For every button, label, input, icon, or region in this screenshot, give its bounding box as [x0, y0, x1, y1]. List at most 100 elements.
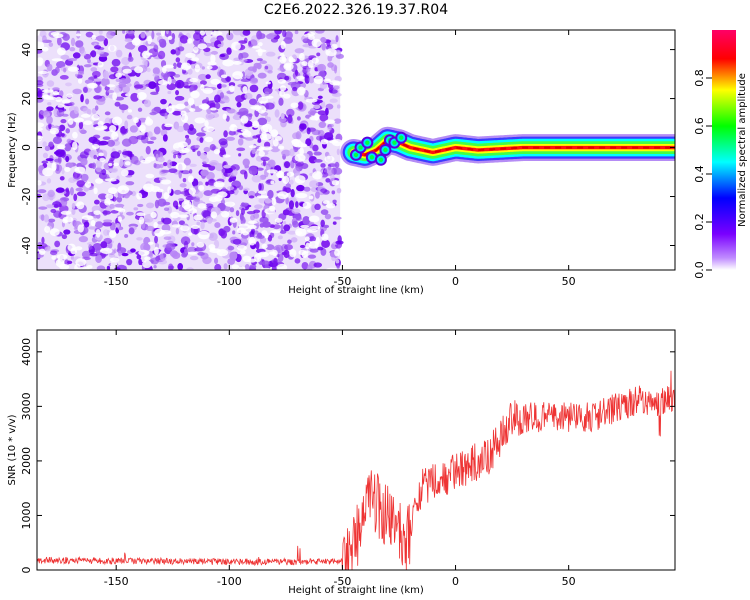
noise-blob — [100, 241, 108, 249]
noise-gap — [97, 120, 104, 127]
noise-blob — [255, 241, 260, 250]
noise-gap — [280, 85, 287, 92]
noise-blob — [206, 217, 213, 224]
noise-gap — [91, 114, 100, 121]
noise-blob — [71, 208, 76, 215]
noise-gap — [138, 249, 150, 256]
noise-gap — [37, 180, 42, 186]
noise-gap — [210, 78, 221, 85]
noise-gap — [203, 126, 215, 132]
noise-blob — [106, 30, 115, 39]
noise-gap — [208, 196, 219, 203]
noise-gap — [303, 33, 314, 37]
noise-blob — [90, 50, 97, 58]
noise-blob — [267, 159, 276, 168]
noise-gap — [274, 135, 283, 141]
signal-blob — [369, 155, 375, 160]
noise-blob — [282, 30, 287, 38]
noise-blob — [336, 104, 341, 109]
noise-blob — [44, 246, 51, 252]
noise-blob — [303, 186, 311, 192]
noise-gap — [117, 216, 122, 222]
noise-blob — [234, 110, 238, 118]
noise-gap — [37, 122, 45, 128]
noise-blob — [195, 191, 204, 199]
noise-blob — [240, 207, 246, 216]
noise-blob — [313, 262, 323, 268]
noise-gap — [213, 148, 221, 155]
noise-blob — [332, 221, 337, 225]
y-tick-label: 1000 — [20, 501, 33, 529]
noise-blob — [205, 112, 214, 120]
noise-blob — [335, 53, 344, 59]
noise-blob — [238, 153, 242, 157]
noise-blob — [226, 136, 236, 141]
noise-gap — [64, 166, 71, 172]
noise-blob — [37, 241, 42, 246]
noise-blob — [227, 245, 235, 251]
noise-blob — [208, 164, 216, 171]
noise-blob — [125, 30, 135, 34]
noise-blob — [96, 98, 106, 106]
noise-gap — [55, 96, 63, 103]
noise-blob — [317, 95, 323, 99]
noise-gap — [164, 123, 174, 128]
noise-gap — [258, 146, 265, 152]
y-tick-label: 3000 — [20, 392, 33, 420]
noise-blob — [171, 33, 176, 41]
noise-blob — [125, 181, 135, 186]
noise-blob — [257, 139, 262, 143]
noise-gap — [311, 57, 319, 64]
noise-blob — [223, 263, 228, 270]
noise-blob — [50, 250, 58, 256]
noise-blob — [127, 56, 134, 62]
noise-blob — [205, 97, 209, 103]
noise-blob — [161, 217, 165, 223]
noise-gap — [77, 78, 83, 84]
noise-blob — [41, 35, 47, 43]
noise-blob — [80, 173, 89, 182]
noise-gap — [221, 210, 230, 218]
noise-blob — [279, 64, 285, 72]
x-tick-label: -100 — [217, 275, 242, 288]
noise-blob — [232, 30, 243, 36]
noise-blob — [146, 202, 155, 209]
noise-blob — [182, 177, 187, 183]
noise-gap — [108, 230, 117, 239]
noise-blob — [43, 214, 50, 223]
noise-blob — [104, 111, 111, 116]
noise-blob — [221, 84, 227, 88]
noise-blob — [214, 263, 222, 270]
noise-blob — [140, 242, 150, 252]
noise-blob — [77, 70, 85, 76]
noise-gap — [37, 30, 40, 37]
noise-blob — [64, 143, 72, 152]
noise-gap — [136, 92, 147, 100]
spectrogram-frame — [36, 29, 676, 271]
noise-blob — [328, 123, 334, 128]
noise-blob — [154, 199, 160, 209]
noise-gap — [100, 247, 113, 254]
noise-blob — [95, 247, 101, 256]
noise-blob — [175, 57, 181, 63]
noise-blob — [47, 189, 55, 198]
noise-blob — [56, 61, 66, 69]
noise-gap — [179, 149, 187, 154]
noise-blob — [52, 136, 63, 144]
noise-blob — [235, 95, 245, 103]
noise-gap — [120, 169, 129, 177]
noise-blob — [192, 148, 196, 152]
noise-blob — [80, 94, 84, 103]
noise-blob — [314, 203, 321, 211]
noise-blob — [128, 227, 135, 235]
noise-gap — [305, 242, 311, 250]
noise-blob — [205, 74, 211, 80]
noise-blob — [242, 187, 250, 192]
noise-gap — [49, 228, 60, 237]
noise-gap — [180, 110, 187, 116]
noise-blob — [156, 32, 161, 36]
y-tick-label: 0 — [20, 144, 33, 151]
noise-blob — [323, 132, 334, 141]
noise-gap — [51, 58, 63, 62]
